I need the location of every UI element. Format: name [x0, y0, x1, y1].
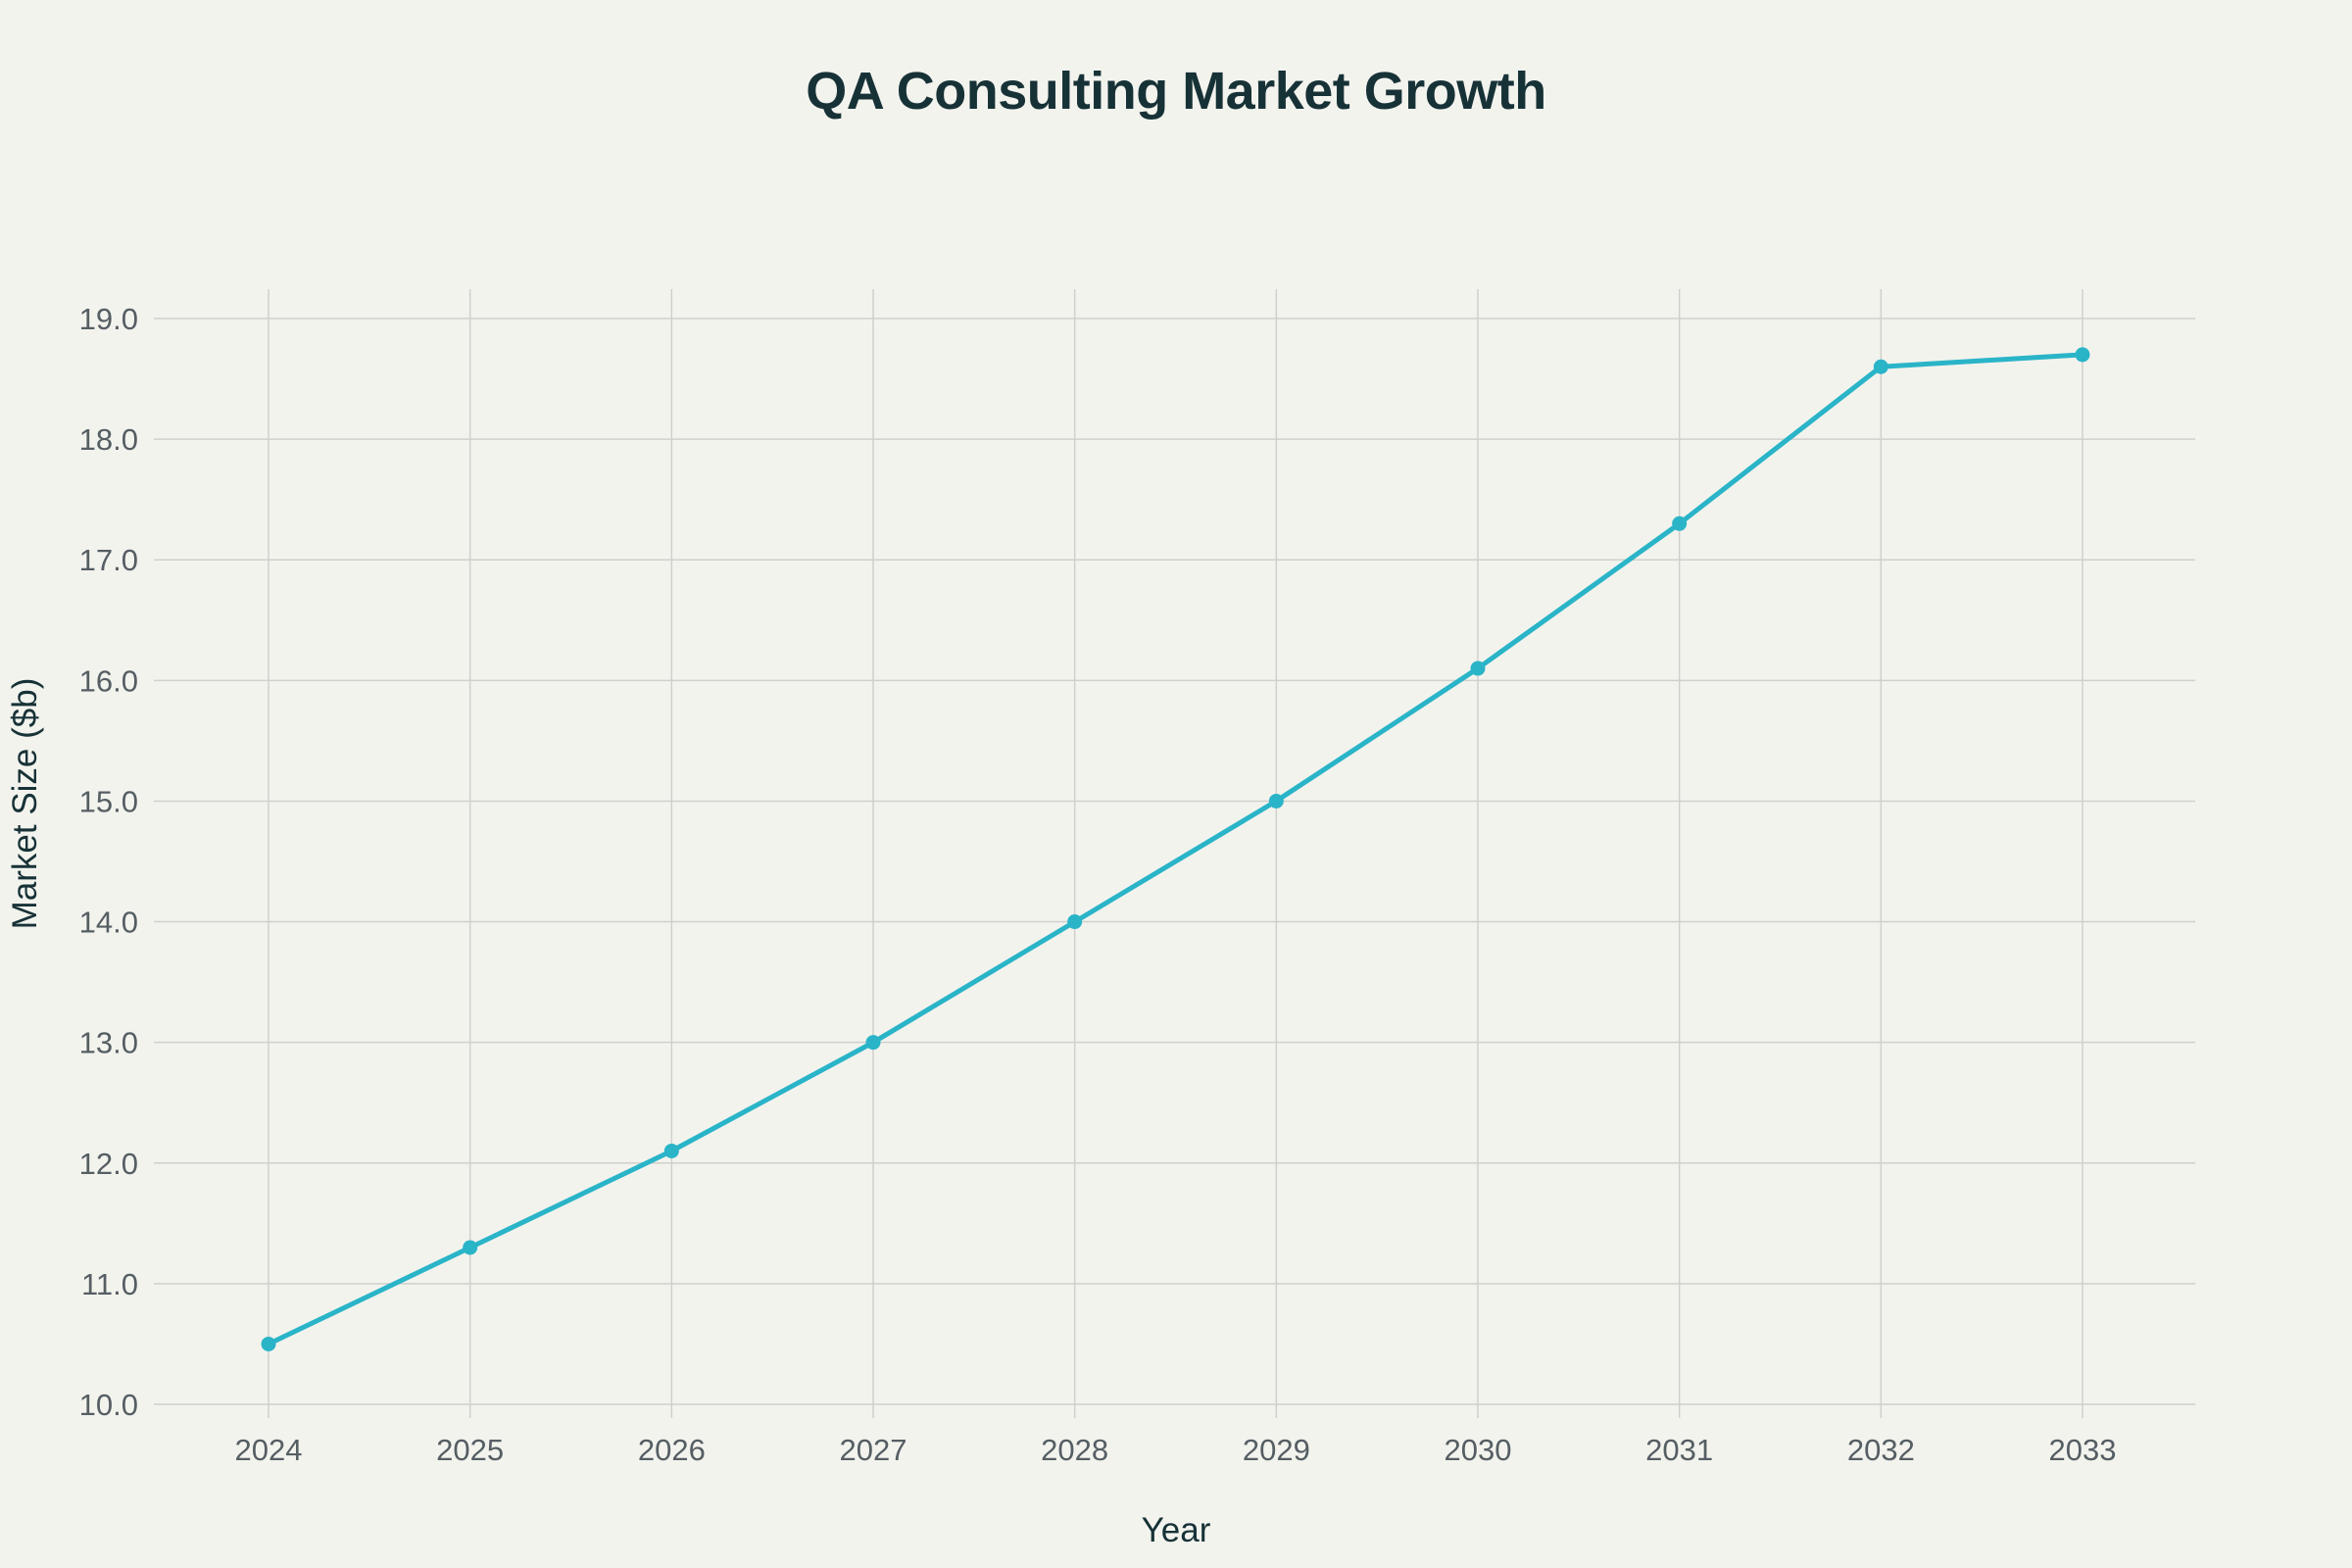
y-tick-label: 12.0 — [79, 1147, 138, 1181]
x-tick-label: 2025 — [436, 1433, 504, 1467]
x-tick-label: 2031 — [1645, 1433, 1713, 1467]
series — [261, 347, 2090, 1351]
data-point — [463, 1240, 478, 1255]
chart-title: QA Consulting Market Growth — [806, 62, 1546, 121]
y-axis-title: Market Size ($b) — [6, 678, 44, 930]
x-tick-label: 2032 — [1847, 1433, 1915, 1467]
y-tick-label: 11.0 — [81, 1267, 138, 1301]
x-tick-label: 2026 — [638, 1433, 706, 1467]
x-tick-label: 2028 — [1041, 1433, 1108, 1467]
series-line — [266, 352, 2085, 1347]
y-tick-label: 13.0 — [79, 1026, 138, 1060]
y-tick-label: 14.0 — [79, 906, 138, 940]
x-tick-label: 2030 — [1445, 1433, 1512, 1467]
x-tick-label: 2024 — [235, 1433, 303, 1467]
x-tick-label: 2029 — [1243, 1433, 1310, 1467]
x-axis-ticks: 2024 2025 2026 2027 2028 2029 2030 2031 2032 2033 — [235, 1433, 2117, 1467]
y-tick-label: 18.0 — [79, 422, 138, 457]
data-point — [663, 1143, 679, 1158]
data-point — [1672, 515, 1688, 531]
y-tick-label: 15.0 — [79, 784, 138, 818]
y-axis-ticks: 10.0 11.0 12.0 13.0 14.0 15.0 16.0 17.0 18.0 19.0 — [79, 302, 138, 1422]
y-tick-label: 16.0 — [79, 663, 138, 698]
data-point — [1268, 793, 1284, 808]
y-tick-label: 10.0 — [79, 1388, 138, 1422]
grid — [154, 289, 2195, 1418]
data-point — [865, 1035, 881, 1051]
y-tick-label: 17.0 — [79, 543, 138, 577]
x-tick-label: 2027 — [840, 1433, 907, 1467]
y-tick-label: 19.0 — [79, 302, 138, 336]
x-axis-title: Year — [1142, 1511, 1211, 1549]
data-point — [261, 1336, 276, 1351]
data-point — [1470, 661, 1486, 676]
data-point — [2075, 347, 2090, 363]
data-point — [1067, 914, 1083, 930]
data-point — [1873, 359, 1888, 374]
x-tick-label: 2033 — [2049, 1433, 2117, 1467]
